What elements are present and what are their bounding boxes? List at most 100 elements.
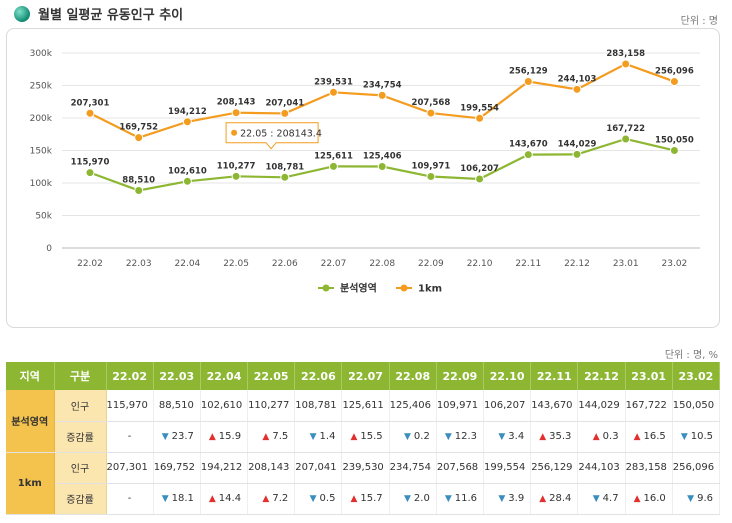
y-tick-label: 150k [30,147,53,157]
arrow-down-icon: ▼ [498,432,506,442]
x-tick-label: 22.09 [418,259,444,269]
arrow-up-icon: ▲ [539,432,547,442]
data-point [377,90,387,100]
x-tick-label: 22.04 [175,259,201,269]
population-cell: 256,129 [530,452,579,484]
data-point [182,117,192,127]
column-header: 22.07 [341,362,390,390]
arrow-down-icon: ▼ [687,494,695,504]
change-rate-value: 4.7 [602,493,619,504]
column-header: 22.05 [247,362,296,390]
data-point [669,145,679,155]
data-label: 144,029 [558,139,597,149]
population-cell: 115,970 [106,390,154,422]
change-rate-cell: ▼ 0.5 [294,483,343,515]
column-header: 22.10 [483,362,532,390]
arrow-down-icon: ▼ [403,432,411,442]
title-bullet-icon [14,5,30,22]
chart-panel [6,28,720,328]
population-cell: 102,610 [200,390,249,422]
data-point [621,59,631,69]
data-point [377,161,387,171]
data-label: 256,129 [509,67,548,77]
data-label: 207,301 [71,98,110,108]
population-cell: 207,301 [106,452,154,484]
data-label: 208,143 [217,98,256,108]
column-header: 22.04 [200,362,249,390]
arrow-up-icon: ▲ [633,494,641,504]
change-rate-cell: ▼ 10.5 [672,421,721,453]
population-cell: 199,554 [483,452,532,484]
data-point [280,172,290,182]
legend-label: 1km [418,284,442,295]
data-point [426,108,436,118]
data-label: 125,406 [363,151,402,161]
data-point [329,87,338,97]
change-rate-cell: ▼ 0.2 [389,421,437,453]
column-header: 22.11 [530,362,579,390]
legend-label: 분석영역 [340,282,377,295]
x-tick-label: 23.02 [662,259,688,269]
unit-label-top: 단위 : 명 [680,16,718,27]
population-cell: 125,611 [341,390,390,422]
table-row: 증감률 - ▼ 18.1 ▲ 14.4 ▲ 7.2 ▼ 0.5 ▲ 15.7 ▼ 2.0 ▼ 11.6 ▼ 3.9… [6,483,721,515]
population-cell: 167,722 [625,390,673,422]
change-rate-value: 10.5 [690,431,713,442]
data-label: 125,611 [314,151,353,161]
data-point [85,168,95,178]
population-cell: 207,568 [436,452,485,484]
legend-marker [322,284,330,292]
change-rate-value: 12.3 [454,431,477,442]
data-point [572,84,582,94]
column-header: 22.09 [436,362,485,390]
change-rate-value: 15.9 [218,431,242,442]
population-cell: 144,029 [577,390,626,422]
arrow-up-icon: ▲ [592,432,600,442]
title-row: 월별 일평균 유동인구 추이 [14,4,183,23]
change-rate-value: 35.3 [549,431,572,442]
x-tick-label: 22.11 [515,259,541,269]
arrow-up-icon: ▲ [350,494,358,504]
population-cell: 194,212 [200,452,249,484]
tooltip-box [225,122,319,150]
population-cell: 150,050 [672,390,721,422]
data-label: 169,752 [119,123,158,133]
change-rate-value: 23.7 [171,431,194,442]
arrow-down-icon: ▼ [309,494,317,504]
y-tick-label: 250k [30,82,53,92]
population-cell: 125,406 [389,390,437,422]
change-rate-value: 2.0 [413,493,430,504]
data-point [231,171,241,181]
arrow-up-icon: ▲ [262,494,270,504]
data-label: 108,781 [265,162,304,172]
data-point [182,176,192,186]
table-row: 1km 인구 207,301 169,752 194,212 208,143 207,041… [6,452,721,515]
change-rate-cell: ▲ 14.4 [200,483,249,515]
x-tick-label: 23.01 [613,259,639,269]
change-rate-value: 16.0 [643,493,666,504]
arrow-down-icon: ▼ [444,432,452,442]
y-tick-label: 300k [30,49,53,59]
change-rate-cell: ▼ 3.9 [483,483,532,515]
data-label: 234,754 [363,80,402,90]
change-rate-value: 18.1 [171,493,194,504]
change-rate-value: 15.7 [360,493,383,504]
region-cell: 1km [6,452,55,515]
arrow-down-icon: ▼ [592,494,600,504]
column-header: 구분 [54,362,107,390]
population-cell: 106,207 [483,390,532,422]
x-tick-label: 22.06 [272,259,298,269]
change-rate-cell: ▼ 3.4 [483,421,532,453]
data-label: 88,510 [122,175,155,185]
arrow-up-icon: ▲ [262,432,270,442]
column-header: 23.01 [625,362,673,390]
y-tick-label: 50k [35,212,52,222]
change-rate-value: 0.3 [602,431,619,442]
change-rate-value: 3.4 [508,431,525,442]
population-cell: 283,158 [625,452,673,484]
change-rate-cell: ▲ 15.9 [200,421,249,453]
data-point [475,113,485,123]
column-header: 23.02 [672,362,721,390]
line-chart: 0 50k 100k 150k 200k 250k 300k 22.02 22.03 22.04 2… [30,49,700,295]
change-rate-cell: ▲ 7.2 [247,483,296,515]
